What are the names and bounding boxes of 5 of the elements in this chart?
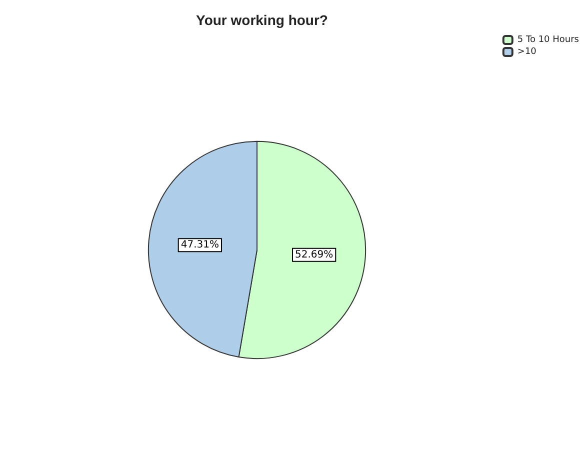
chart-title: Your working hour? (196, 12, 328, 28)
data-label: 47.31% (180, 240, 219, 251)
data-label: 52.69% (295, 249, 334, 260)
legend-label: >10 (517, 47, 537, 57)
legend-label: 5 To 10 Hours (517, 35, 580, 45)
